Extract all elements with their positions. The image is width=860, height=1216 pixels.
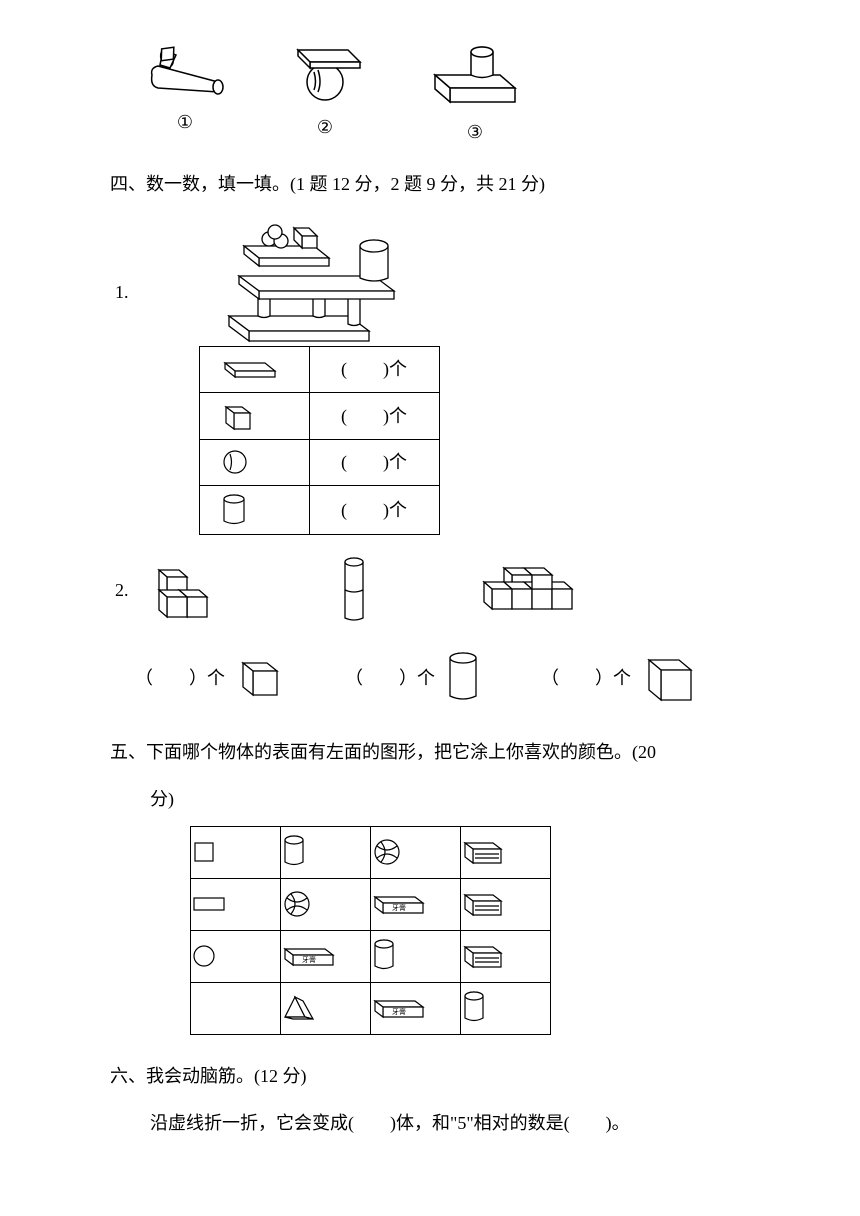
q2: 2. （ ）个 — [115, 555, 760, 706]
cylinder-icon — [461, 982, 551, 1034]
blank-cell[interactable]: ( )个 — [309, 346, 439, 392]
cylinder-icon — [445, 650, 481, 706]
blank-text[interactable]: （ ）个 — [135, 662, 225, 694]
box-icon — [461, 930, 551, 982]
square-icon — [191, 826, 281, 878]
blank-cell[interactable]: ( )个 — [309, 485, 439, 534]
blank-text[interactable]: （ ）个 — [541, 662, 631, 694]
blank-cell — [191, 982, 281, 1034]
figure-3: ③ — [420, 40, 530, 148]
count-table: ( )个 ( )个 ( )个 ( )个 — [199, 346, 440, 535]
svg-text:牙膏: 牙膏 — [392, 1007, 406, 1016]
match-table: 牙膏 牙膏 牙膏 — [190, 826, 551, 1035]
cylinder-icon — [281, 826, 371, 878]
toothpaste-box-icon: 牙膏 — [371, 878, 461, 930]
table-row: ( )个 — [199, 392, 439, 439]
q2-label: 2. — [115, 574, 129, 606]
figure-2-label: ② — [280, 111, 370, 143]
triangle-prism-icon — [281, 982, 371, 1034]
shape-sphere-icon — [199, 439, 309, 485]
figure-1: ① — [140, 40, 230, 148]
section5-title-line2: 分) — [150, 783, 760, 815]
svg-text:牙膏: 牙膏 — [302, 955, 316, 964]
figure-1-svg — [140, 40, 230, 100]
section5-title-line1: 五、下面哪个物体的表面有左面的图形，把它涂上你喜欢的颜色。(20 — [110, 736, 760, 768]
box-icon — [461, 826, 551, 878]
shape-cuboid-icon — [199, 346, 309, 392]
q2-answer-1: （ ）个 — [135, 653, 285, 703]
table-row: ( )个 — [199, 485, 439, 534]
blank-cell[interactable]: ( )个 — [309, 439, 439, 485]
section6-body: 沿虚线折一折，它会变成( )体，和"5"相对的数是( )。 — [150, 1107, 760, 1139]
table-row: ( )个 — [199, 439, 439, 485]
toothpaste-box-icon: 牙膏 — [281, 930, 371, 982]
blank-text[interactable]: （ ）个 — [345, 662, 435, 694]
table-row: 牙膏 — [191, 982, 551, 1034]
figure-3-label: ③ — [420, 116, 530, 148]
top-figures-row: ① ② ③ — [140, 40, 760, 148]
svg-text:牙膏: 牙膏 — [392, 903, 406, 912]
q2-cubes-svg — [149, 560, 229, 620]
q2-answer-3: （ ）个 — [541, 650, 697, 706]
toothpaste-box-icon: 牙膏 — [371, 982, 461, 1034]
shape-cube-icon — [199, 392, 309, 439]
box-icon — [461, 878, 551, 930]
rectangle-icon — [191, 878, 281, 930]
ball-icon — [371, 826, 461, 878]
blank-cell[interactable]: ( )个 — [309, 392, 439, 439]
circle-icon — [191, 930, 281, 982]
section4-title: 四、数一数，填一填。(1 题 12 分，2 题 9 分，共 21 分) — [110, 168, 760, 200]
table-row — [191, 826, 551, 878]
cube-icon — [641, 650, 697, 706]
ball-icon — [281, 878, 371, 930]
q1-label: 1. — [115, 276, 129, 308]
cube-icon — [235, 653, 285, 703]
table-row: 牙膏 — [191, 878, 551, 930]
table-row: ( )个 — [199, 346, 439, 392]
cylinder-icon — [371, 930, 461, 982]
q2-cylinders-svg — [339, 555, 369, 625]
q2-cross-cubes-svg — [479, 560, 589, 620]
shape-cylinder-icon — [199, 485, 309, 534]
figure-2: ② — [280, 40, 370, 148]
figure-2-svg — [280, 40, 370, 105]
table-row: 牙膏 — [191, 930, 551, 982]
figure-3-svg — [420, 40, 530, 110]
section6-title: 六、我会动脑筋。(12 分) — [110, 1060, 760, 1092]
q1: 1. — [115, 216, 760, 535]
q2-answer-2: （ ）个 — [345, 650, 481, 706]
q1-composite-svg — [189, 216, 449, 346]
figure-1-label: ① — [140, 106, 230, 138]
